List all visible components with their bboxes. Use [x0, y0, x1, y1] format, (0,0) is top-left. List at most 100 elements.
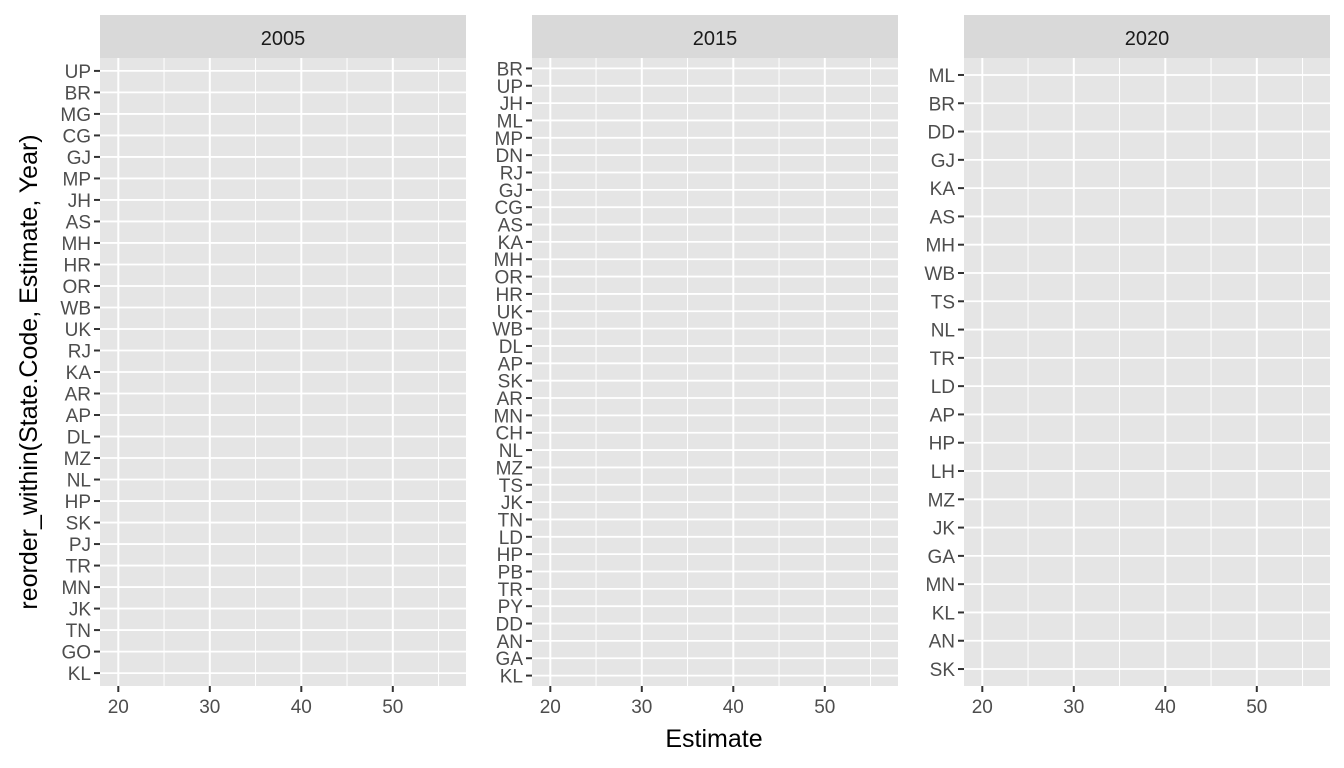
y-tick-label: RJ — [500, 163, 523, 184]
y-tick-label: GJ — [499, 181, 523, 202]
y-tick-label: JK — [69, 600, 92, 621]
y-tick-label: WB — [492, 320, 523, 341]
y-tick-label: JH — [500, 94, 523, 115]
y-tick-label: NL — [67, 471, 91, 492]
y-tick-label: MP — [495, 129, 524, 150]
x-tick-label: 30 — [199, 697, 220, 718]
y-tick-label: UK — [65, 320, 92, 341]
y-tick-label: AN — [497, 632, 523, 653]
facet-panels: 2005UPBRMGCGGJMPJHASMHHRORWBUKRJKAARAPDL… — [60, 15, 1330, 718]
facet-panel: 2020 ML BR DD GJ KA AS MH WB TS NL TR LD AP HP LH MZ JK GA… — [924, 15, 1330, 718]
y-tick-label: AP — [930, 405, 955, 426]
y-tick-label: AP — [498, 354, 523, 375]
y-tick-label: CG — [495, 198, 524, 219]
y-tick-label: OR — [63, 277, 92, 298]
y-tick-label: ML — [929, 66, 955, 87]
y-tick-label: TS — [499, 476, 523, 497]
y-tick-label: KA — [66, 363, 92, 384]
x-tick-label: 50 — [814, 697, 835, 718]
facet-panel: 2005 UPBRMGCGGJMPJHASMHHRORWBUKRJKAARAPDL… — [60, 15, 466, 718]
y-tick-label: DN — [496, 146, 523, 167]
y-tick-label: KL — [932, 603, 955, 624]
y-tick-label: MH — [61, 234, 91, 255]
y-tick-label: UP — [65, 62, 91, 83]
y-tick-label: TN — [66, 621, 91, 642]
y-tick-label: DD — [928, 123, 955, 144]
x-axis-title: Estimate — [665, 725, 762, 753]
y-axis-title: reorder_within(State.Code, Estimate, Yea… — [15, 134, 43, 609]
y-tick-label: MN — [925, 575, 955, 596]
x-tick-label: 40 — [1155, 697, 1176, 718]
x-tick-label: 50 — [382, 697, 403, 718]
y-tick-label: MN — [493, 406, 523, 427]
y-tick-label: OR — [495, 268, 524, 289]
y-tick-label: WB — [924, 264, 955, 285]
y-tick-label: AP — [66, 406, 91, 427]
x-tick-label: 50 — [1246, 697, 1267, 718]
y-tick-label: WB — [60, 298, 91, 319]
y-tick-label: LD — [499, 528, 523, 549]
y-tick-label: KA — [498, 233, 524, 254]
y-tick-label: HP — [929, 434, 955, 455]
y-tick-label: HR — [64, 255, 91, 276]
y-tick-label: PJ — [69, 535, 91, 556]
x-tick-label: 20 — [108, 697, 129, 718]
x-tick-label: 40 — [723, 697, 744, 718]
x-tick-label: 40 — [291, 697, 312, 718]
y-tick-label: JK — [933, 519, 956, 540]
facet-strip-label: 2015 — [693, 28, 738, 50]
y-tick-label: ML — [497, 111, 523, 132]
y-tick-label: MZ — [496, 458, 524, 479]
facet-strip — [964, 15, 1330, 58]
y-tick-label: JH — [68, 191, 91, 212]
facet-strip-label: 2005 — [261, 28, 306, 50]
y-tick-label: BR — [497, 59, 523, 80]
y-tick-label: GA — [928, 547, 956, 568]
facet-panel: 2015 BRUPJHMLMPDNRJGJCGASKAMHORHRUKWBDLAP… — [492, 15, 898, 718]
x-tick-label: 30 — [1063, 697, 1084, 718]
x-tick-label: 30 — [631, 697, 652, 718]
facet-strip-label: 2020 — [1125, 28, 1170, 50]
y-tick-label: GO — [61, 643, 91, 664]
y-tick-label: LD — [931, 377, 955, 398]
y-tick-label: MH — [493, 250, 523, 271]
y-tick-label: GA — [496, 649, 524, 670]
y-tick-label: DD — [496, 615, 523, 636]
y-tick-label: MZ — [64, 449, 92, 470]
panel-background — [964, 58, 1330, 686]
x-tick-label: 20 — [540, 697, 561, 718]
y-tick-label: HP — [65, 492, 91, 513]
y-tick-label: KL — [500, 667, 523, 688]
y-tick-label: UP — [497, 77, 523, 98]
y-tick-label: PY — [498, 597, 524, 618]
y-tick-label: CH — [496, 424, 523, 445]
facet-strip — [532, 15, 898, 58]
panel-background — [532, 58, 898, 686]
y-tick-label: BR — [929, 94, 955, 115]
y-tick-label: TR — [66, 557, 91, 578]
y-tick-label: BR — [65, 83, 91, 104]
y-tick-label: MG — [60, 105, 91, 126]
y-tick-label: JK — [501, 493, 524, 514]
y-tick-label: TN — [498, 510, 523, 531]
x-tick-label: 20 — [972, 697, 993, 718]
y-tick-label: AR — [497, 389, 523, 410]
y-tick-label: KA — [930, 179, 956, 200]
y-tick-label: MH — [925, 236, 955, 257]
y-tick-label: DL — [67, 428, 91, 449]
y-tick-label: SK — [498, 372, 524, 393]
y-tick-label: HR — [496, 285, 523, 306]
y-tick-label: SK — [66, 514, 92, 535]
y-tick-label: DL — [499, 337, 523, 358]
y-tick-label: GJ — [67, 148, 91, 169]
y-tick-label: HP — [497, 545, 523, 566]
y-tick-label: LH — [931, 462, 955, 483]
y-tick-label: MN — [61, 578, 91, 599]
y-tick-label: SK — [930, 660, 956, 681]
y-tick-label: TR — [930, 349, 955, 370]
y-tick-label: KL — [68, 664, 91, 685]
y-tick-label: NL — [499, 441, 523, 462]
y-tick-label: MP — [63, 169, 92, 190]
y-tick-label: AS — [930, 207, 955, 228]
